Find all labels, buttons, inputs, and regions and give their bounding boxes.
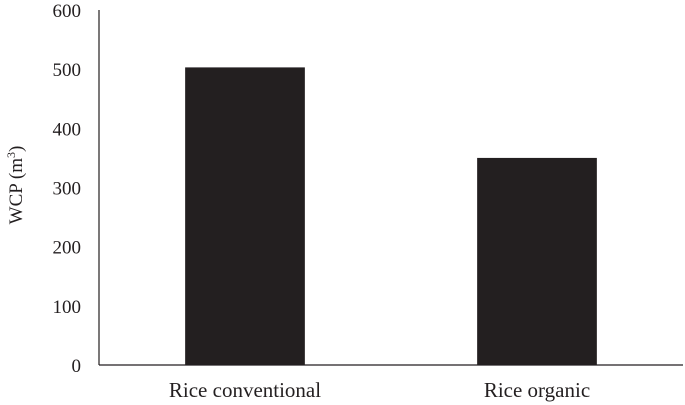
y-axis-label: WCP (m3) xyxy=(4,146,27,225)
y-axis-label-superscript: 3 xyxy=(4,152,18,158)
bars xyxy=(185,67,597,366)
x-category-label: Rice conventional xyxy=(169,378,321,402)
y-tick-label: 300 xyxy=(53,179,82,200)
x-category-label: Rice organic xyxy=(484,378,590,402)
bar xyxy=(185,67,305,366)
y-tick-label: 200 xyxy=(53,238,82,259)
y-tick-label: 400 xyxy=(53,119,82,140)
x-category-labels: Rice conventional Rice organic xyxy=(169,378,590,402)
y-tick-label: 600 xyxy=(53,1,82,22)
y-tick-label: 100 xyxy=(53,297,82,318)
y-tick-label: 500 xyxy=(53,60,82,81)
y-tick-labels: 0 100 200 300 400 500 600 xyxy=(53,1,82,377)
bar xyxy=(477,157,597,365)
y-tick-label: 0 xyxy=(72,356,82,377)
